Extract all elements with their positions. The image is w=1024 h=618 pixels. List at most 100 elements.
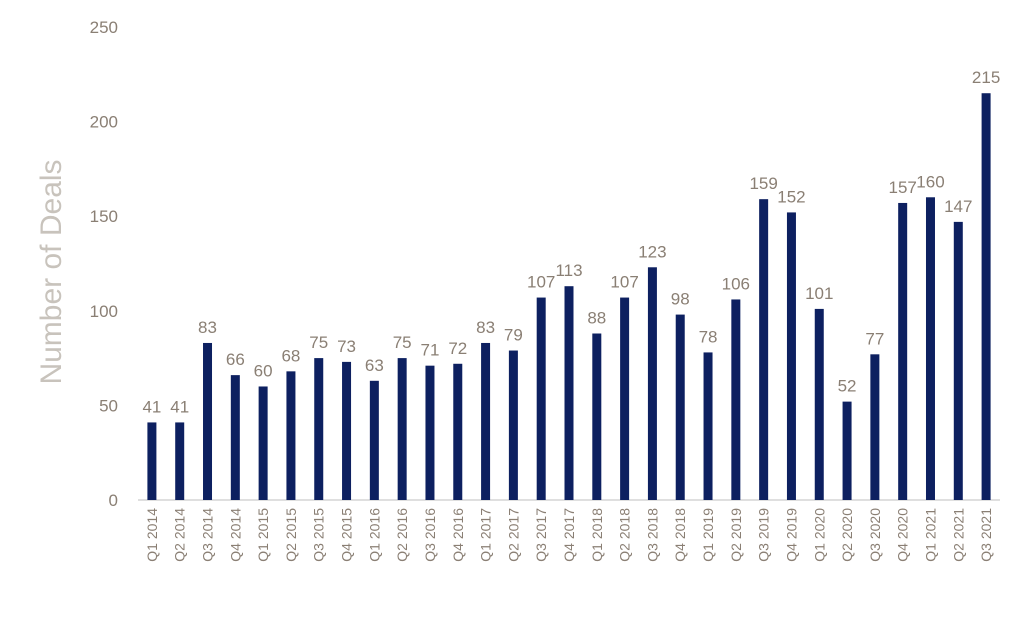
x-tick-label: Q1 2014 xyxy=(144,508,160,562)
data-label: 78 xyxy=(699,327,718,346)
x-tick-label: Q2 2020 xyxy=(839,508,855,562)
data-label: 107 xyxy=(527,273,555,292)
x-tick-label: Q3 2019 xyxy=(756,508,772,562)
data-label: 113 xyxy=(555,261,582,280)
y-tick-label: 50 xyxy=(99,396,118,415)
x-tick-label: Q2 2016 xyxy=(394,508,410,562)
data-label: 79 xyxy=(504,326,523,345)
x-tick-label: Q2 2019 xyxy=(728,508,744,562)
data-label: 159 xyxy=(749,174,777,193)
x-tick-label: Q4 2016 xyxy=(450,508,466,562)
bar xyxy=(508,350,518,500)
data-label: 52 xyxy=(838,377,857,396)
data-label: 83 xyxy=(476,318,495,337)
y-tick-label: 100 xyxy=(90,302,118,321)
data-label: 106 xyxy=(722,274,750,293)
bar xyxy=(564,286,574,500)
data-label: 73 xyxy=(337,337,356,356)
bar xyxy=(898,202,908,500)
bar xyxy=(536,297,546,500)
x-tick-label: Q1 2017 xyxy=(478,508,494,562)
x-tick-label: Q1 2020 xyxy=(811,508,827,562)
x-tick-label: Q3 2021 xyxy=(978,508,994,562)
bar xyxy=(786,212,796,500)
x-tick-label: Q2 2015 xyxy=(283,508,299,562)
data-label: 107 xyxy=(610,273,638,292)
bar xyxy=(453,363,463,500)
data-label: 83 xyxy=(198,318,217,337)
data-label: 123 xyxy=(638,242,666,261)
y-tick-label: 250 xyxy=(90,18,118,37)
x-tick-label: Q1 2015 xyxy=(255,508,271,562)
data-label: 160 xyxy=(916,172,944,191)
data-label: 75 xyxy=(309,333,328,352)
bar xyxy=(481,342,491,500)
x-tick-label: Q3 2018 xyxy=(644,508,660,562)
bar xyxy=(925,197,935,500)
bar xyxy=(592,333,602,500)
y-tick-label: 200 xyxy=(90,113,118,132)
bar xyxy=(675,314,685,500)
x-tick-label: Q3 2015 xyxy=(311,508,327,562)
bar xyxy=(203,342,213,500)
x-tick-label: Q3 2014 xyxy=(200,508,216,562)
bar xyxy=(731,299,741,500)
data-label: 63 xyxy=(365,356,384,375)
x-tick-label: Q4 2014 xyxy=(227,508,243,562)
bar xyxy=(175,422,185,500)
bar xyxy=(953,221,963,500)
x-tick-label: Q1 2021 xyxy=(922,508,938,562)
x-tick-label: Q3 2016 xyxy=(422,508,438,562)
y-tick-label: 150 xyxy=(90,207,118,226)
x-tick-label: Q2 2018 xyxy=(617,508,633,562)
data-label: 101 xyxy=(805,284,833,303)
data-label: 72 xyxy=(448,339,467,358)
data-label: 75 xyxy=(393,333,412,352)
bar xyxy=(425,365,435,500)
bar xyxy=(759,199,769,500)
x-tick-label: Q4 2019 xyxy=(783,508,799,562)
data-label: 41 xyxy=(170,397,189,416)
bar xyxy=(647,267,657,500)
bar xyxy=(842,401,852,500)
data-label: 77 xyxy=(865,329,884,348)
data-label: 68 xyxy=(281,346,300,365)
x-tick-label: Q2 2014 xyxy=(172,508,188,562)
x-tick-label: Q1 2016 xyxy=(366,508,382,562)
bar xyxy=(814,308,824,500)
bar xyxy=(870,354,880,500)
data-label: 152 xyxy=(777,187,805,206)
data-label: 41 xyxy=(142,397,161,416)
data-label: 215 xyxy=(972,68,1000,87)
x-tick-label: Q4 2018 xyxy=(672,508,688,562)
y-tick-label: 0 xyxy=(109,491,118,510)
bar xyxy=(286,371,296,500)
bar xyxy=(342,361,352,500)
bar xyxy=(703,352,713,500)
data-label: 66 xyxy=(226,350,245,369)
x-tick-label: Q2 2017 xyxy=(505,508,521,562)
data-label: 98 xyxy=(671,290,690,309)
data-label: 147 xyxy=(944,197,972,216)
data-label: 88 xyxy=(587,309,606,328)
data-label: 71 xyxy=(421,341,440,360)
x-tick-label: Q4 2017 xyxy=(561,508,577,562)
data-label: 157 xyxy=(888,178,916,197)
bar xyxy=(620,297,630,500)
bar xyxy=(314,358,324,500)
bar xyxy=(147,422,157,500)
x-tick-label: Q3 2017 xyxy=(533,508,549,562)
bar xyxy=(981,93,991,500)
x-tick-label: Q1 2018 xyxy=(589,508,605,562)
bar xyxy=(230,375,240,500)
x-tick-label: Q4 2020 xyxy=(895,508,911,562)
x-tick-label: Q2 2021 xyxy=(950,508,966,562)
x-tick-label: Q1 2019 xyxy=(700,508,716,562)
bar xyxy=(258,386,268,500)
x-tick-label: Q3 2020 xyxy=(867,508,883,562)
data-label: 60 xyxy=(254,361,273,380)
bar xyxy=(369,380,379,500)
bar xyxy=(397,358,407,500)
